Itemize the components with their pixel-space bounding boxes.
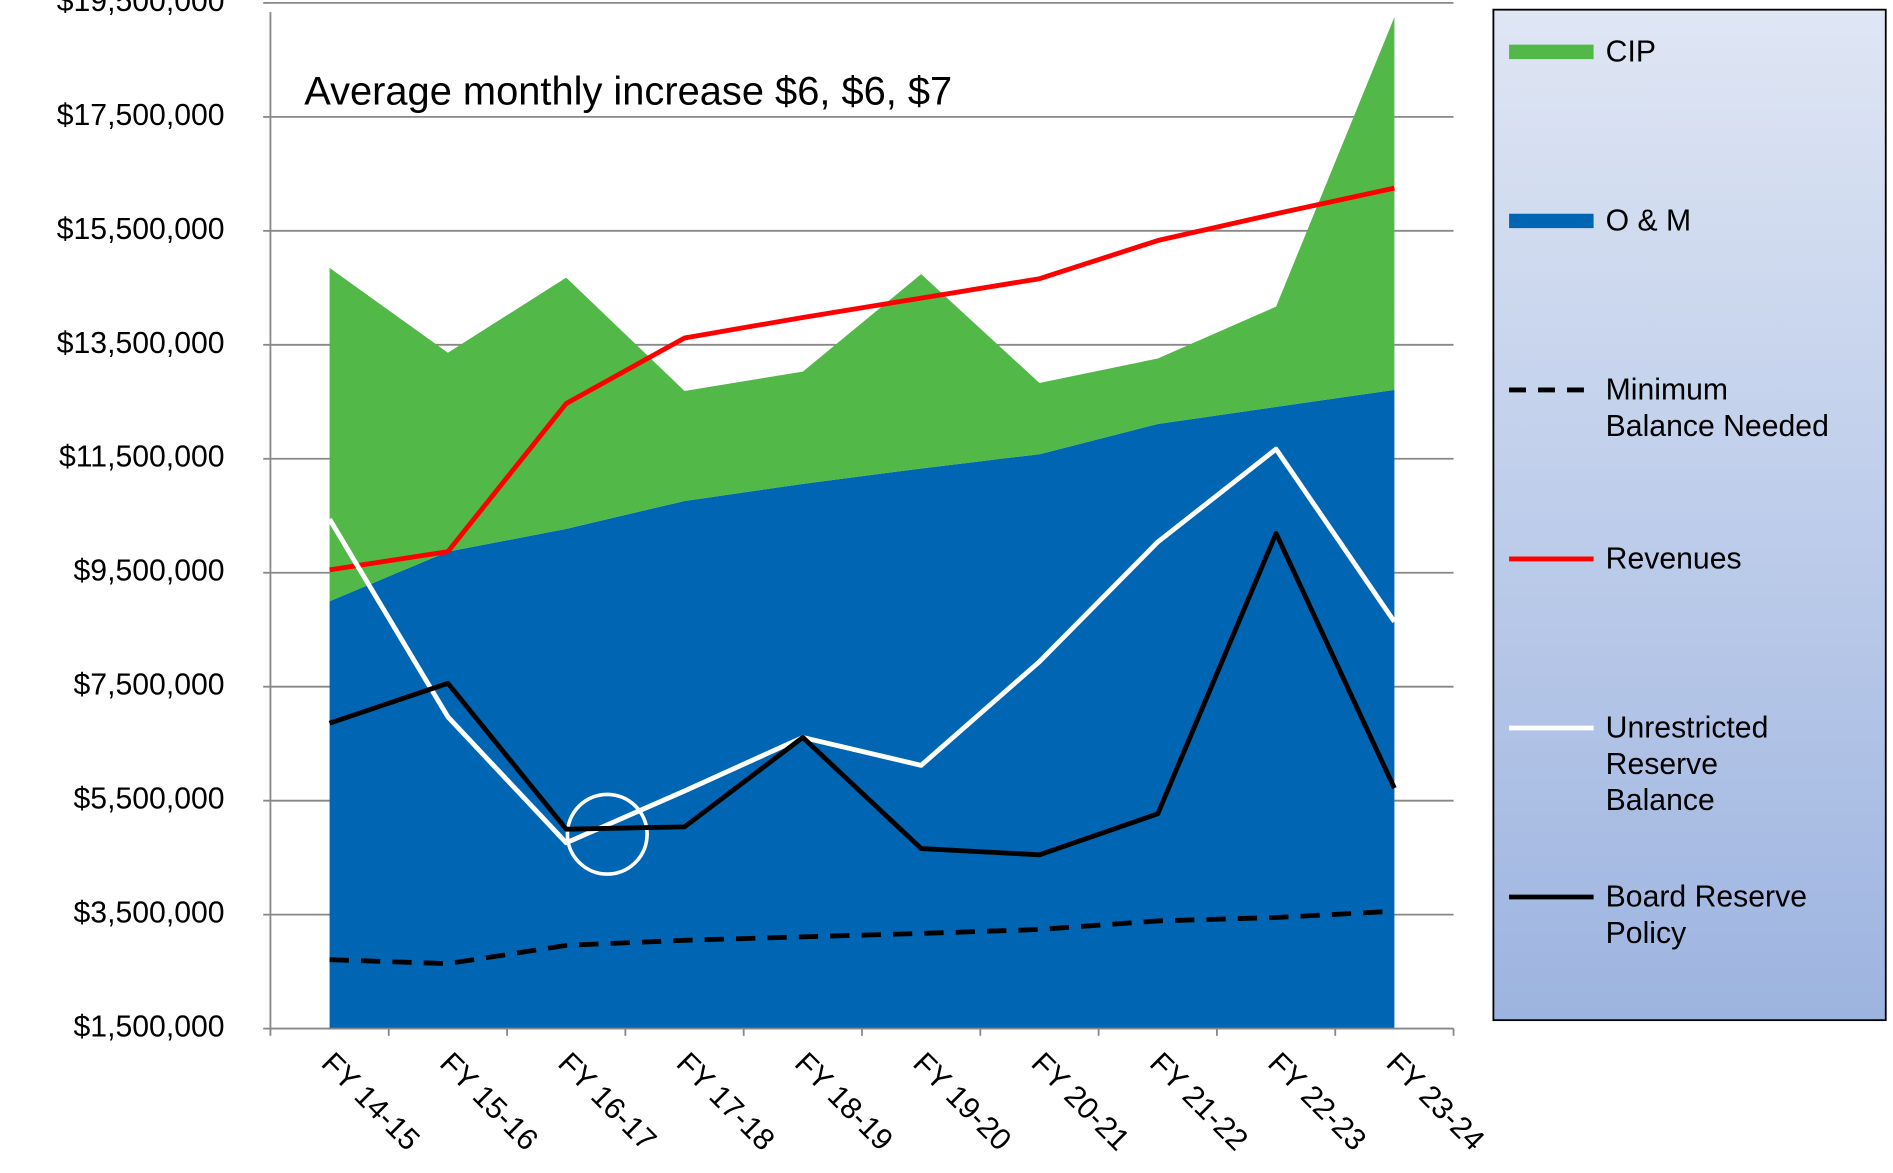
legend-label: O & M (1605, 204, 1692, 238)
legend-item: Revenues (1605, 542, 1742, 576)
legend-label: Minimum Balance Needed (1605, 373, 1829, 444)
legend-label: Board Reserve Policy (1605, 880, 1807, 951)
y-tick-label: $17,500,000 (57, 99, 225, 132)
x-tick-label: FY 17-18 (670, 1046, 781, 1157)
y-tick-label: $7,500,000 (74, 669, 225, 702)
x-tick-label: FY 21-22 (1143, 1046, 1254, 1157)
legend-item: Unrestricted Reserve Balance (1605, 711, 1769, 818)
y-tick-label: $13,500,000 (57, 327, 225, 360)
line (329, 185, 1395, 573)
x-tick-label: FY 20-21 (1025, 1046, 1136, 1157)
legend-item: Minimum Balance Needed (1605, 373, 1829, 444)
legend-item: O & M (1605, 204, 1692, 238)
line (327, 446, 1397, 846)
x-tick-label: FY 19-20 (907, 1046, 1018, 1157)
legend-label: CIP (1605, 35, 1656, 69)
plot-area (270, 2, 1454, 1030)
area (329, 17, 1395, 602)
line (328, 531, 1397, 858)
highlight-circle (565, 792, 649, 876)
legend-label: Revenues (1605, 542, 1742, 576)
x-tick-label: FY 23-24 (1380, 1046, 1491, 1157)
x-tick-label: FY 15-16 (433, 1046, 544, 1157)
x-tick-label: FY 22-23 (1261, 1046, 1372, 1157)
y-tick-label: $1,500,000 (74, 1011, 225, 1044)
y-tick-label: $15,500,000 (57, 213, 225, 246)
y-tick-label: $19,500,000 (57, 0, 225, 18)
x-tick-label: FY 14-15 (315, 1046, 426, 1157)
y-tick-label: $9,500,000 (74, 555, 225, 588)
y-tick-label: $3,500,000 (74, 897, 225, 930)
legend-label: Unrestricted Reserve Balance (1605, 711, 1769, 818)
y-tick-label: $11,500,000 (59, 441, 225, 474)
annotation: Average monthly increase $6, $6, $7 (304, 70, 952, 114)
line (329, 908, 1395, 967)
legend-item: CIP (1605, 35, 1656, 69)
x-tick-label: FY 16-17 (552, 1046, 663, 1157)
y-tick-label: $5,500,000 (74, 783, 225, 816)
x-tick-label: FY 18-19 (788, 1046, 899, 1157)
area (329, 389, 1395, 1029)
legend-box (1492, 8, 1887, 1022)
legend-item: Board Reserve Policy (1605, 880, 1807, 951)
